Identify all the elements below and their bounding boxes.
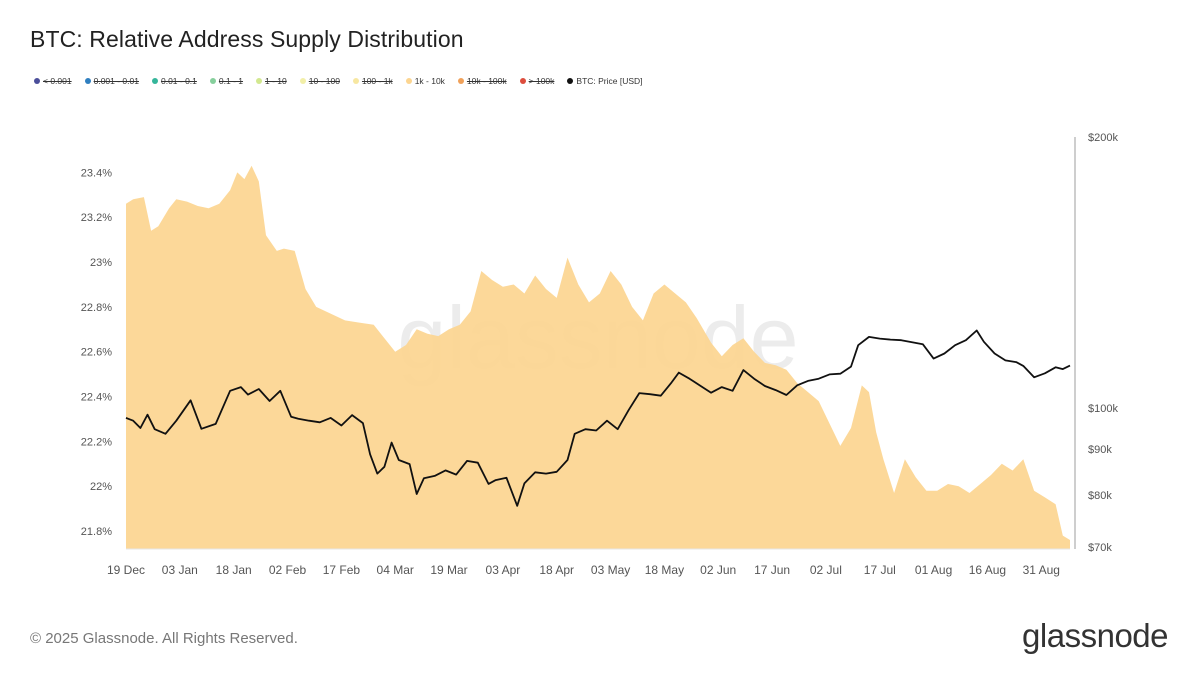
left-axis-tick-label: 23.4% [81,167,112,179]
x-axis-tick-label: 02 Jul [810,563,842,577]
btc-price-line [125,329,1071,507]
x-axis-tick-label: 18 Apr [539,563,574,577]
x-axis-tick-label: 18 May [645,563,684,577]
right-axis-tick-label: $80k [1088,490,1112,502]
chart-title: BTC: Relative Address Supply Distributio… [30,26,464,52]
legend-item[interactable]: 100 - 1k [352,76,393,86]
right-axis-tick-label: $70k [1088,542,1112,554]
legend-dot-icon [34,78,40,84]
legend-label: 10 - 100 [308,76,340,86]
legend-dot-icon [151,78,158,84]
x-axis-tick-label: 17 Feb [323,563,361,577]
legend-label: BTC: Price [USD] [576,76,643,86]
legend-label: 100 - 1k [361,76,393,86]
x-axis-tick-label: 01 Aug [915,563,952,577]
legend-item[interactable]: 10 - 100 [299,76,340,86]
left-axis-tick-label: 22% [90,481,112,493]
legend-item[interactable]: > 100k [519,76,555,86]
copyright-footer: © 2025 Glassnode. All Rights Reserved. [30,630,298,647]
left-axis-tick-label: 22.2% [81,436,112,448]
x-axis-tick-label: 16 Aug [969,563,1006,577]
legend-dot-icon [519,78,526,84]
legend-item[interactable]: 1k - 10k [405,76,445,86]
legend-dot-icon [405,78,412,84]
legend-dot-icon [299,78,306,84]
x-axis-tick-label: 17 Jul [864,563,896,577]
legend-item[interactable]: < 0.001 [34,76,72,86]
x-axis-tick-label: 31 Aug [1023,563,1060,577]
legend-item[interactable]: 0.001 - 0.01 [84,76,139,86]
legend-label: 0.01 - 0.1 [160,76,197,86]
legend-label: < 0.001 [43,76,72,86]
legend-label: 0.1 - 1 [218,76,244,86]
legend-item[interactable]: 10k - 100k [457,76,507,86]
x-axis-tick-label: 02 Feb [269,563,307,577]
area-series-1k-10k [126,165,1070,549]
right-axis-tick-label: $200k [1088,132,1118,144]
left-axis-tick-label: 22.6% [81,347,112,359]
x-axis-tick-label: 17 Jun [754,563,790,577]
legend-item[interactable]: 0.1 - 1 [209,76,244,86]
left-axis-tick-label: 23.2% [81,212,112,224]
x-axis-tick-label: 19 Mar [430,563,467,577]
x-axis-tick-label: 03 May [591,563,630,577]
chart-legend: < 0.001 0.001 - 0.01 0.01 - 0.1 0.1 - 1 1 - … [34,76,643,86]
legend-dot-icon [256,78,263,84]
legend-item[interactable]: 1 - 10 [256,76,287,86]
glassnode-logo: glassnode [1022,617,1168,654]
right-axis-tick-label: $90k [1088,444,1112,456]
x-axis-tick-label: 03 Apr [486,563,521,577]
left-axis-tick-label: 21.8% [81,526,112,538]
x-axis-tick-label: 02 Jun [700,563,736,577]
legend-label: > 100k [528,76,555,86]
legend-item[interactable]: BTC: Price [USD] [567,76,643,86]
left-axis-tick-label: 22.4% [81,392,112,404]
legend-dot-icon [84,78,91,84]
x-axis-tick-label: 18 Jan [216,563,252,577]
left-axis-tick-label: 23% [90,257,112,269]
left-axis-tick-label: 22.8% [81,302,112,314]
legend-dot-icon [457,78,464,84]
legend-dot-icon [567,78,574,84]
legend-item[interactable]: 0.01 - 0.1 [151,76,197,86]
legend-label: 0.001 - 0.01 [93,76,139,86]
legend-label: 1 - 10 [265,76,287,86]
x-axis-tick-label: 03 Jan [162,563,198,577]
legend-label: 1k - 10k [414,76,445,86]
legend-label: 10k - 100k [466,76,507,86]
legend-dot-icon [209,78,216,84]
x-axis-tick-label: 04 Mar [377,563,414,577]
right-axis-tick-label: $100k [1088,403,1118,415]
x-axis-tick-label: 19 Dec [107,563,145,577]
legend-dot-icon [352,78,359,84]
